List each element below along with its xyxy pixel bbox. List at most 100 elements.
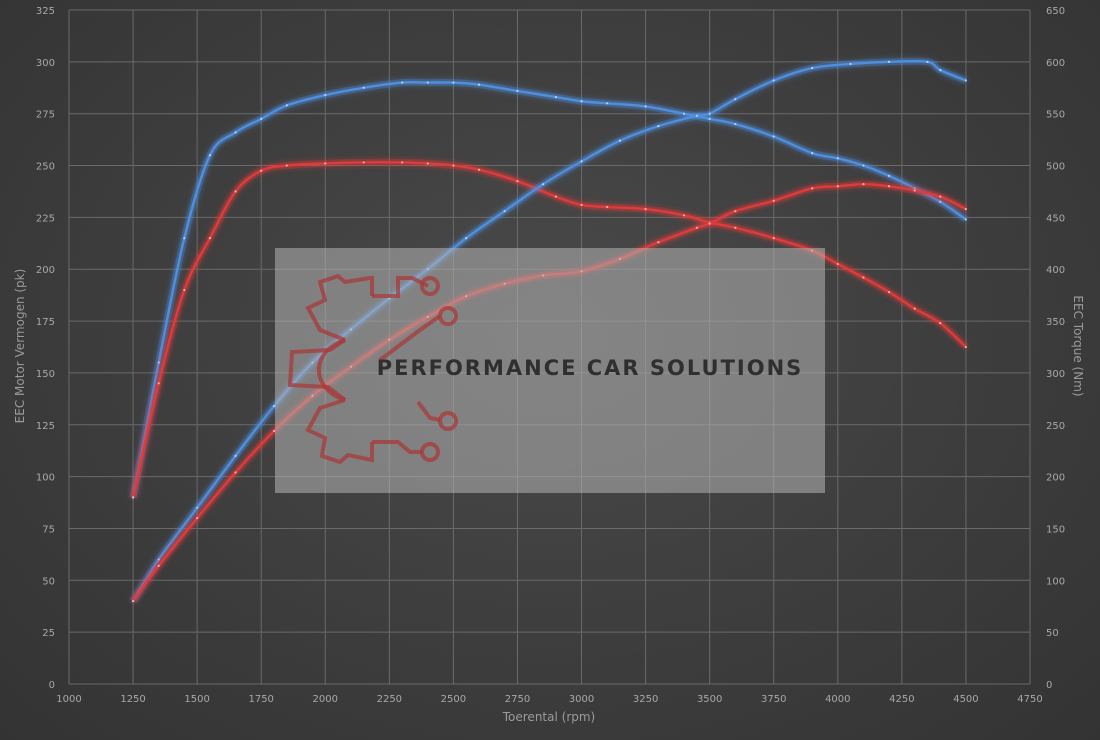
data-point (644, 207, 647, 211)
left-tick-label: 325 (36, 6, 55, 17)
data-point (811, 151, 814, 155)
data-point (234, 454, 237, 457)
data-point (516, 179, 519, 183)
data-point (964, 345, 968, 349)
data-point (913, 187, 916, 190)
right-tick-label: 350 (1046, 317, 1065, 328)
left-tick-label: 125 (36, 421, 55, 432)
right-tick-label: 500 (1046, 162, 1065, 173)
data-point (772, 79, 775, 82)
data-point (682, 214, 686, 217)
series (129, 57, 969, 604)
data-point (362, 161, 365, 164)
data-point (606, 205, 609, 209)
series-line (131, 161, 967, 498)
x-tick-label: 4250 (889, 694, 914, 705)
data-point (708, 112, 711, 115)
left-tick-label: 175 (36, 317, 55, 328)
data-point (426, 81, 429, 84)
data-point (836, 262, 839, 266)
x-tick-label: 3500 (697, 694, 722, 705)
left-tick-label: 75 (42, 524, 55, 535)
x-tick-label: 2250 (377, 694, 402, 705)
data-point (401, 81, 404, 84)
data-point (734, 226, 737, 229)
data-point (939, 195, 942, 198)
right-tick-label: 50 (1046, 628, 1059, 639)
data-point (208, 154, 212, 157)
data-point (708, 222, 711, 225)
data-point (260, 169, 263, 172)
x-tick-label: 1000 (56, 694, 81, 705)
data-point (913, 307, 916, 310)
data-point (913, 189, 916, 192)
data-point (772, 135, 775, 138)
x-axis-title: Toerental (rpm) (502, 710, 595, 724)
left-tick-label: 150 (36, 369, 55, 380)
data-point (452, 164, 455, 167)
data-point (964, 79, 968, 82)
data-point (465, 237, 468, 240)
data-point (183, 288, 186, 292)
data-point (285, 104, 288, 107)
data-point (554, 195, 558, 198)
data-point (926, 60, 929, 63)
data-point (734, 98, 737, 101)
x-tick-label: 4500 (953, 694, 978, 705)
data-point (580, 100, 583, 103)
right-tick-label: 400 (1046, 265, 1065, 276)
data-point (477, 168, 481, 171)
data-point (234, 131, 237, 134)
data-point (887, 185, 891, 188)
x-tick-label: 2750 (505, 694, 530, 705)
data-point (157, 564, 160, 567)
data-point (657, 125, 660, 128)
left-tick-label: 100 (36, 473, 55, 484)
right-tick-label: 0 (1046, 680, 1052, 691)
data-point (836, 157, 839, 160)
x-tick-label: 3750 (761, 694, 786, 705)
data-point (272, 405, 276, 408)
right-tick-label: 450 (1046, 213, 1065, 224)
data-point (695, 226, 698, 229)
right-tick-label: 550 (1046, 110, 1065, 121)
watermark: PERFORMANCE CAR SOLUTIONS (275, 248, 825, 493)
data-point (477, 83, 481, 86)
data-point (862, 183, 865, 186)
left-tick-label: 300 (36, 58, 55, 69)
left-tick-label: 0 (49, 680, 55, 691)
data-point (131, 599, 135, 603)
right-tick-label: 150 (1046, 524, 1065, 535)
data-point (811, 187, 814, 190)
data-point (541, 183, 545, 186)
x-tick-label: 1250 (120, 694, 145, 705)
x-tick-label: 3250 (633, 694, 658, 705)
right-axis-title: EEC Torque (Nm) (1071, 295, 1085, 396)
series-line (131, 81, 967, 498)
data-point (939, 69, 942, 72)
data-point (862, 276, 865, 279)
data-point (964, 207, 968, 211)
data-point (644, 105, 647, 108)
data-point (554, 96, 558, 99)
data-point (401, 161, 404, 164)
gear-circuit-icon (287, 273, 458, 465)
data-point (618, 139, 622, 142)
data-point (657, 241, 660, 244)
data-point (196, 516, 199, 520)
data-point (362, 86, 365, 89)
x-tick-label: 1500 (184, 694, 209, 705)
data-point (862, 164, 865, 167)
data-point (939, 322, 942, 325)
data-point (157, 382, 160, 385)
right-tick-label: 300 (1046, 369, 1065, 380)
data-point (811, 66, 814, 70)
data-point (196, 506, 199, 509)
data-point (606, 102, 609, 105)
data-point (260, 117, 263, 120)
data-point (452, 81, 455, 84)
data-point (516, 89, 519, 92)
data-point (157, 361, 160, 364)
left-tick-label: 50 (42, 576, 55, 587)
watermark-panel (275, 248, 825, 493)
